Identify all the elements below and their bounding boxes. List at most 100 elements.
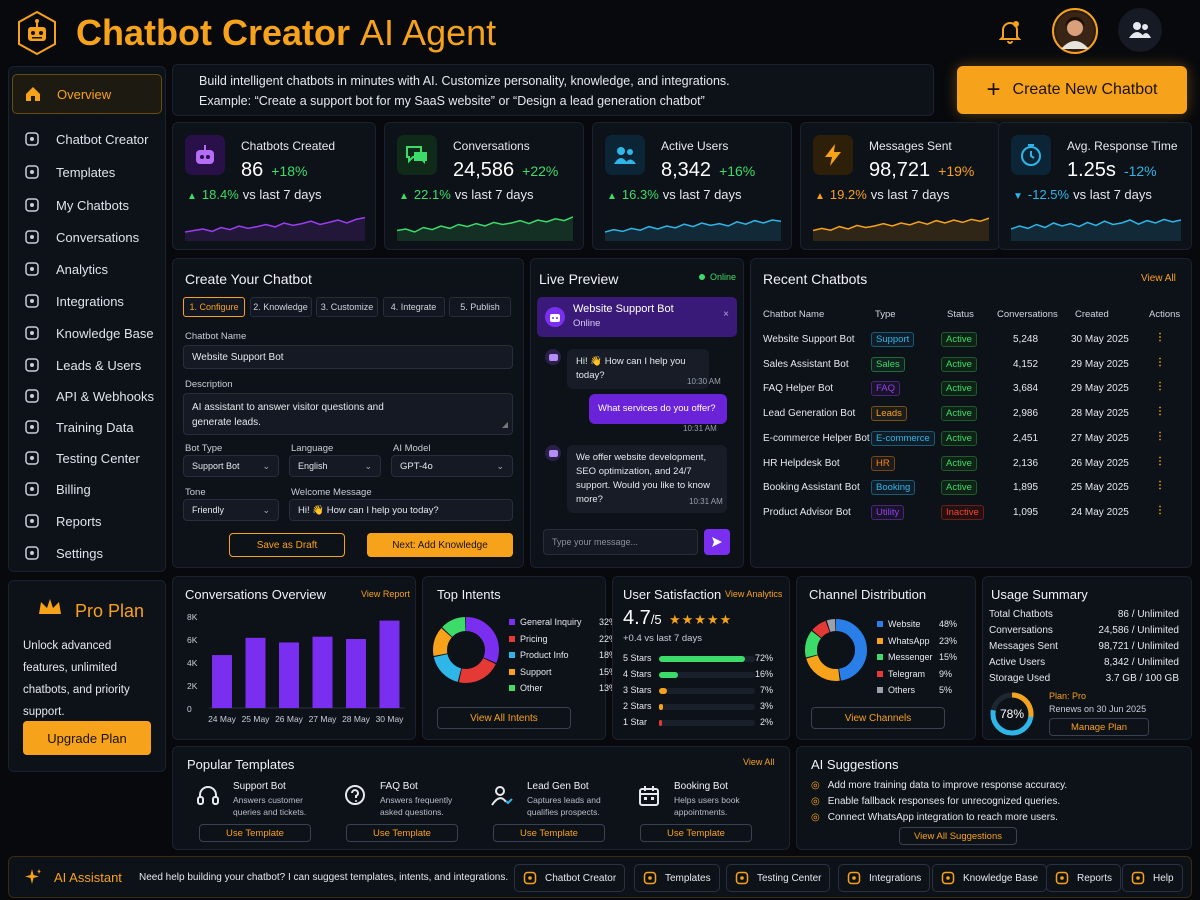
sidebar-item-reports[interactable]: Reports xyxy=(12,506,162,536)
chatbot-name: E-commerce Helper Bot xyxy=(763,432,870,444)
stat-card-messages-sent[interactable]: Messages Sent 98,721 +19% ▲ 19.2% vs last 7 d… xyxy=(800,122,1000,250)
next-add-knowledge-button[interactable]: Next: Add Knowledge xyxy=(367,533,513,557)
manage-plan-button[interactable]: Manage Plan xyxy=(1049,718,1149,736)
row-actions-icon[interactable]: ⋮ xyxy=(1155,480,1165,492)
view-channels-button[interactable]: View Channels xyxy=(811,707,945,729)
upgrade-plan-button[interactable]: Upgrade Plan xyxy=(23,721,151,755)
row-actions-icon[interactable]: ⋮ xyxy=(1155,332,1165,343)
stat-card-chatbots-created[interactable]: Chatbots Created 86 +18% ▲ 18.4% vs last 7 da… xyxy=(172,122,376,250)
suggestion-item[interactable]: ◎ Connect WhatsApp integration to reach m… xyxy=(811,812,1058,823)
sidebar-item-label: Integrations xyxy=(56,293,124,309)
footer-testing-center-button[interactable]: Testing Center xyxy=(726,864,831,892)
sidebar-item-chatbot-creator[interactable]: Chatbot Creator xyxy=(12,124,162,154)
sidebar-item-training-data[interactable]: Training Data xyxy=(12,412,162,442)
team-icon[interactable] xyxy=(1118,8,1162,52)
view-all-templates-link[interactable]: View All xyxy=(743,757,775,767)
footer-help-button[interactable]: Help xyxy=(1122,864,1183,892)
use-template-button[interactable]: Use Template xyxy=(640,824,752,842)
testing-icon xyxy=(22,448,42,468)
description-field[interactable]: AI assistant to answer visitor questions… xyxy=(183,393,513,435)
created-date: 24 May 2025 xyxy=(1071,506,1129,518)
view-report-link[interactable]: View Report xyxy=(361,589,410,599)
x-tick-label: 30 May xyxy=(376,714,405,724)
description-label: Description xyxy=(185,379,233,390)
wizard-step-1[interactable]: 1. Configure xyxy=(183,297,245,317)
view-all-intents-button[interactable]: View All Intents xyxy=(437,707,571,729)
bell-icon[interactable] xyxy=(988,10,1032,54)
sidebar-item-my-chatbots[interactable]: My Chatbots xyxy=(12,190,162,220)
bot-avatar-icon xyxy=(545,307,565,327)
row-actions-icon[interactable]: ⋮ xyxy=(1155,356,1165,368)
stat-card-active-users[interactable]: Active Users 8,342 +16% ▲ 16.3% vs last 7 day… xyxy=(592,122,792,250)
stat-card-avg-response-time[interactable]: Avg. Response Time 1.25s -12% ▼ -12.5% vs las… xyxy=(998,122,1192,250)
footer-chatbot-creator-button[interactable]: Chatbot Creator xyxy=(514,864,626,892)
wizard-step-3[interactable]: 3. Customize xyxy=(316,297,378,317)
sidebar-item-knowledge-base[interactable]: Knowledge Base xyxy=(12,318,162,348)
wizard-step-2[interactable]: 2. Knowledge xyxy=(249,297,312,317)
table-row[interactable]: FAQ Helper Bot FAQ Active 3,684 29 May 2025 ⋮ xyxy=(751,378,1191,402)
view-all-chatbots-link[interactable]: View All xyxy=(1141,273,1176,284)
row-actions-icon[interactable]: ⋮ xyxy=(1155,381,1165,393)
table-row[interactable]: HR Helpdesk Bot HR Active 2,136 26 May 2025 ⋮ xyxy=(751,453,1191,477)
sidebar-item-analytics[interactable]: Analytics xyxy=(12,254,162,284)
table-row[interactable]: E-commerce Helper Bot E-commerce Active 2,4… xyxy=(751,428,1191,452)
wizard-step-4[interactable]: 4. Integrate xyxy=(382,297,445,317)
suggestion-item[interactable]: ◎ Enable fallback responses for unrecogni… xyxy=(811,796,1061,807)
chat-bot-name: Website Support Bot xyxy=(573,303,674,315)
sidebar xyxy=(8,66,166,572)
table-row[interactable]: Lead Generation Bot Leads Active 2,986 28 Ma… xyxy=(751,403,1191,427)
ai-model-select[interactable]: GPT-4o ⌄ xyxy=(391,455,513,477)
use-template-button[interactable]: Use Template xyxy=(199,824,311,842)
sidebar-item-templates[interactable]: Templates xyxy=(12,157,162,187)
table-row[interactable]: Website Support Bot Support Active 5,248 30 … xyxy=(751,329,1191,353)
use-template-button[interactable]: Use Template xyxy=(493,824,605,842)
bot-type-select[interactable]: Support Bot ⌄ xyxy=(183,455,279,477)
sidebar-item-overview[interactable]: Overview xyxy=(12,74,162,114)
wizard-step-5[interactable]: 5. Publish xyxy=(449,297,511,317)
language-select[interactable]: English ⌄ xyxy=(289,455,381,477)
chat-message-input[interactable]: Type your message... xyxy=(543,529,698,555)
sidebar-item-integrations[interactable]: Integrations xyxy=(12,286,162,316)
chatbot-name-field[interactable]: Website Support Bot xyxy=(183,345,513,369)
table-row[interactable]: Sales Assistant Bot Sales Active 4,152 29 Ma… xyxy=(751,354,1191,378)
sidebar-item-conversations[interactable]: Conversations xyxy=(12,222,162,252)
row-actions-icon[interactable]: ⋮ xyxy=(1155,430,1165,442)
row-actions-icon[interactable]: ⋮ xyxy=(1155,504,1165,516)
conversation-count: 3,684 xyxy=(1013,383,1039,395)
view-all-suggestions-button[interactable]: View All Suggestions xyxy=(899,827,1017,845)
stat-value: 1.25s -12% xyxy=(1067,159,1157,181)
user-avatar[interactable] xyxy=(1052,8,1098,54)
footer-templates-button[interactable]: Templates xyxy=(634,864,720,892)
view-analytics-link[interactable]: View Analytics xyxy=(725,589,783,599)
welcome-message-field[interactable]: Hi! 👋 How can I help you today? xyxy=(289,499,513,521)
row-actions-icon[interactable]: ⋮ xyxy=(1155,406,1165,418)
template-icon xyxy=(643,871,657,885)
footer-integrations-button[interactable]: Integrations xyxy=(838,864,931,892)
conversations-overview-panel: Conversations Overview View Report 24 Ma… xyxy=(172,576,416,740)
legend-swatch xyxy=(509,635,515,642)
stat-change: +19% xyxy=(938,163,975,179)
sidebar-item-leads-users[interactable]: Leads & Users xyxy=(12,350,162,380)
footer-knowledge-base-button[interactable]: Knowledge Base xyxy=(932,864,1048,892)
table-row[interactable]: Product Advisor Bot Utility Inactive 1,095 2… xyxy=(751,502,1191,526)
row-actions-icon[interactable]: ⋮ xyxy=(1155,455,1165,467)
stat-card-conversations[interactable]: Conversations 24,586 +22% ▲ 22.1% vs last 7 d… xyxy=(384,122,584,250)
table-row[interactable]: Booking Assistant Bot Booking Active 1,895 2… xyxy=(751,477,1191,501)
save-draft-button[interactable]: Save as Draft xyxy=(229,533,345,557)
suggestion-item[interactable]: ◎ Add more training data to improve respo… xyxy=(811,780,1068,791)
use-template-button[interactable]: Use Template xyxy=(346,824,458,842)
sidebar-item-testing-center[interactable]: Testing Center xyxy=(12,443,162,473)
tone-select[interactable]: Friendly ⌄ xyxy=(183,499,279,521)
create-new-chatbot-button[interactable]: + Create New Chatbot xyxy=(957,66,1187,114)
sidebar-item-settings[interactable]: Settings xyxy=(12,538,162,568)
channel-legend-item: Others 5% xyxy=(877,685,952,695)
sidebar-item-api-webhooks[interactable]: API & Webhooks xyxy=(12,381,162,411)
send-icon[interactable] xyxy=(704,529,730,555)
close-icon[interactable]: × xyxy=(723,309,729,320)
channel-donut-chart xyxy=(805,619,867,681)
footer-reports-button[interactable]: Reports xyxy=(1046,864,1122,892)
sidebar-item-billing[interactable]: Billing xyxy=(12,474,162,504)
api-icon xyxy=(22,386,42,406)
usage-gauge xyxy=(990,692,1034,736)
stat-subline: ▼ -12.5% vs last 7 days xyxy=(1013,187,1152,202)
